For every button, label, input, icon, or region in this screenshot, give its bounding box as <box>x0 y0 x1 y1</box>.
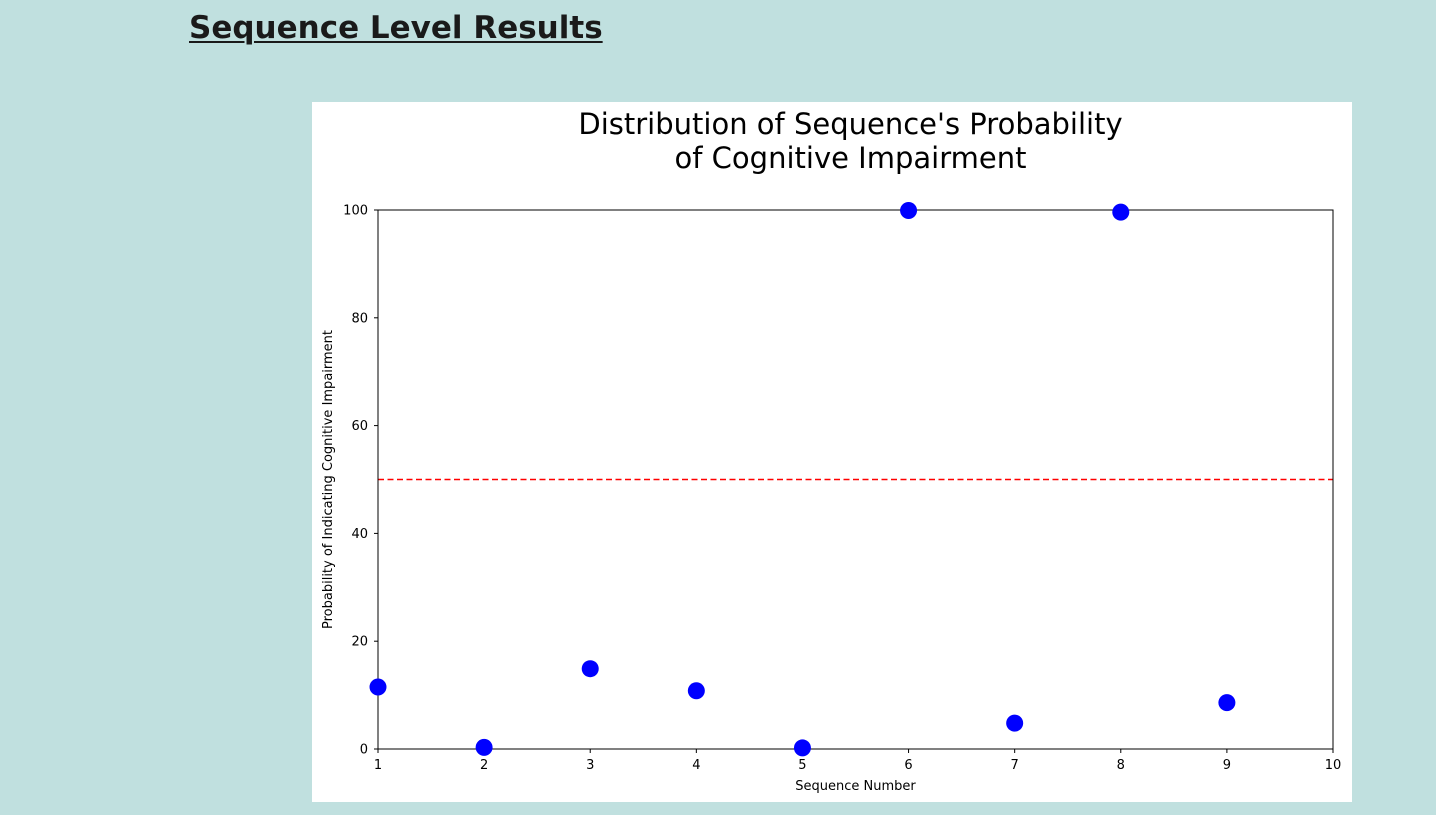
x-tick-label: 5 <box>798 758 806 773</box>
chart-title-line: of Cognitive Impairment <box>675 141 1027 175</box>
chart-panel: Distribution of Sequence's Probability of… <box>312 102 1352 802</box>
data-point <box>369 678 387 696</box>
data-point <box>793 739 811 757</box>
data-point <box>687 682 705 700</box>
y-tick-label: 60 <box>351 419 368 434</box>
scatter-chart: Distribution of Sequence's Probabilityof… <box>321 107 1342 794</box>
y-tick-label: 80 <box>351 311 368 326</box>
x-tick-label: 8 <box>1117 758 1125 773</box>
x-tick-label: 3 <box>586 758 594 773</box>
x-tick-label: 2 <box>480 758 488 773</box>
x-axis-label: Sequence Number <box>795 779 916 794</box>
x-tick-label: 7 <box>1011 758 1019 773</box>
x-tick-label: 9 <box>1223 758 1231 773</box>
x-tick-label: 6 <box>904 758 912 773</box>
data-point <box>1112 203 1130 221</box>
data-point <box>475 738 493 756</box>
plot-frame <box>377 209 1334 750</box>
y-tick-label: 40 <box>351 527 368 542</box>
data-point <box>900 202 918 220</box>
x-tick-label: 10 <box>1325 758 1342 773</box>
page-title: Sequence Level Results <box>189 10 603 46</box>
y-axis-label: Probability of Indicating Cognitive Impa… <box>321 330 336 629</box>
data-point <box>1218 694 1236 712</box>
y-tick-label: 100 <box>343 204 368 219</box>
y-tick-label: 0 <box>360 743 368 758</box>
x-tick-label: 4 <box>692 758 700 773</box>
data-point <box>581 660 599 678</box>
chart-title-line: Distribution of Sequence's Probability <box>578 107 1122 141</box>
data-point <box>1006 714 1024 732</box>
y-tick-label: 20 <box>351 635 368 650</box>
x-tick-label: 1 <box>374 758 382 773</box>
